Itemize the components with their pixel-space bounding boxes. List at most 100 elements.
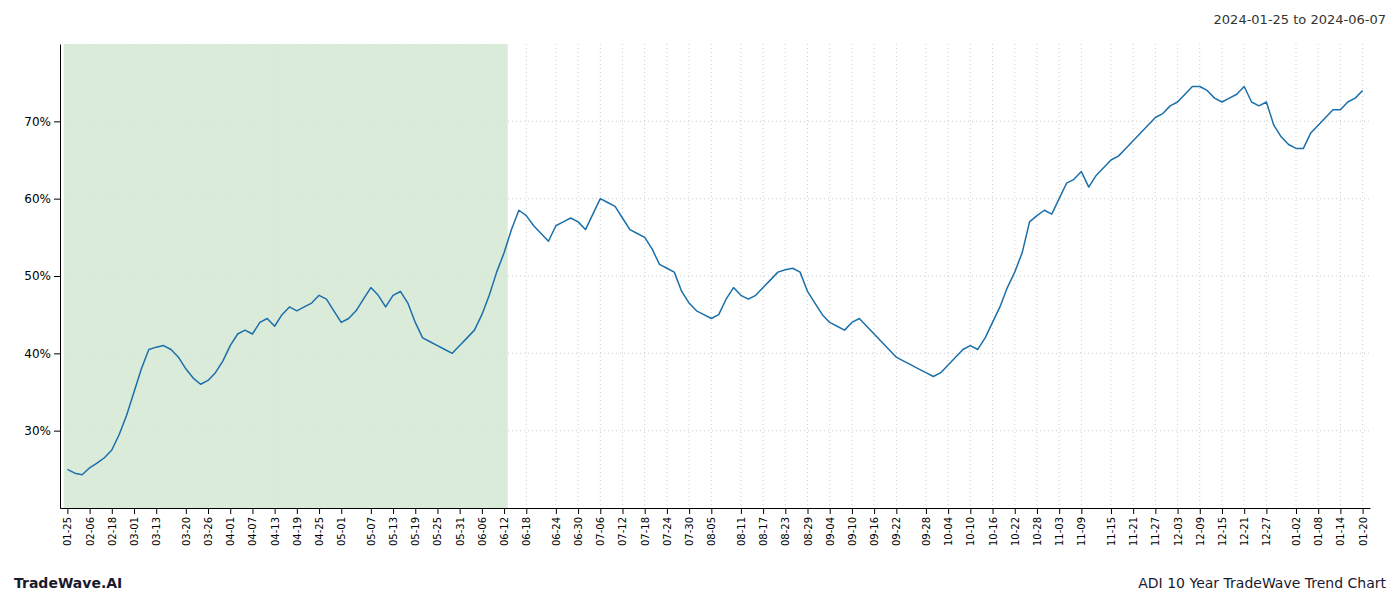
x-tick-label: 05-31 — [455, 517, 466, 546]
x-tick-label: 07-24 — [662, 517, 673, 546]
x-tick-mark — [622, 508, 623, 514]
x-tick-label: 05-19 — [410, 517, 421, 546]
marks — [64, 44, 1363, 508]
x-tick-mark — [1155, 508, 1156, 514]
x-tick: 03-13 — [151, 508, 162, 546]
x-tick: 11-21 — [1128, 508, 1139, 546]
grid-line-x — [622, 44, 623, 508]
x-tick-label: 05-01 — [336, 517, 347, 546]
x-tick: 01-02 — [1291, 508, 1302, 546]
y-tick-label: 60% — [24, 192, 51, 206]
x-tick-label: 02-06 — [85, 517, 96, 546]
x-tick-mark — [926, 508, 927, 514]
x-tick: 08-29 — [803, 508, 814, 546]
y-axis: 30%40%50%60%70% — [24, 45, 60, 509]
chart-container: 01-2502-0602-1803-0103-1303-2003-2604-01… — [0, 0, 1400, 600]
x-tick: 01-25 — [62, 508, 73, 546]
x-tick-label: 09-16 — [869, 517, 880, 546]
x-tick-mark — [415, 508, 416, 514]
x-tick-mark — [808, 508, 809, 514]
y-tick: 50% — [24, 269, 60, 283]
y-tick: 30% — [24, 424, 60, 438]
x-tick-mark — [600, 508, 601, 514]
x-tick-label: 06-06 — [477, 517, 488, 546]
x-tick-label: 04-07 — [247, 517, 258, 546]
x-tick: 12-15 — [1217, 508, 1228, 546]
x-tick-label: 07-30 — [684, 517, 695, 546]
x-tick-label: 08-05 — [706, 517, 717, 546]
x-tick-mark — [252, 508, 253, 514]
x-tick: 09-10 — [847, 508, 858, 546]
x-tick-label: 12-15 — [1217, 517, 1228, 546]
x-tick-label: 11-03 — [1054, 517, 1065, 546]
x-tick: 08-05 — [706, 508, 717, 546]
annotation: TradeWave.AI — [14, 575, 122, 591]
grid-line-x — [666, 44, 667, 508]
x-tick: 12-27 — [1261, 508, 1272, 546]
x-tick: 04-07 — [247, 508, 258, 546]
x-tick: 01-20 — [1358, 508, 1369, 546]
x-tick-label: 11-15 — [1106, 517, 1117, 546]
x-tick: 10-04 — [943, 508, 954, 546]
x-tick: 09-04 — [825, 508, 836, 546]
grid-line-x — [1059, 44, 1060, 508]
x-tick-mark — [504, 508, 505, 514]
grid-line-x — [1014, 44, 1015, 508]
y-tick-mark — [54, 353, 60, 354]
grid-line-x — [644, 44, 645, 508]
grid-line-x — [851, 44, 852, 508]
x-tick: 04-13 — [270, 508, 281, 546]
x-tick-mark — [689, 508, 690, 514]
grid-line-x — [925, 44, 926, 508]
x-tick-label: 02-18 — [107, 517, 118, 546]
x-tick: 06-18 — [521, 508, 532, 546]
grid-line-x — [896, 44, 897, 508]
grid-line-x — [829, 44, 830, 508]
x-tick-label: 12-27 — [1261, 517, 1272, 546]
y-tick-label: 30% — [24, 424, 51, 438]
x-tick-label: 11-21 — [1128, 517, 1139, 546]
y-tick-mark — [54, 276, 60, 277]
grid-line-x — [740, 44, 741, 508]
x-tick-mark — [1266, 508, 1267, 514]
x-tick-label: 07-06 — [595, 517, 606, 546]
x-tick: 01-08 — [1313, 508, 1324, 546]
x-tick-mark — [1244, 508, 1245, 514]
x-tick-label: 08-23 — [780, 517, 791, 546]
x-tick: 05-31 — [455, 508, 466, 546]
grid-line-x — [1110, 44, 1111, 508]
x-tick-label: 01-14 — [1335, 517, 1346, 546]
x-tick-mark — [785, 508, 786, 514]
x-axis: 01-2502-0602-1803-0103-1303-2003-2604-01… — [61, 508, 1371, 546]
grid-line-x — [1155, 44, 1156, 508]
x-tick-label: 10-10 — [965, 517, 976, 546]
x-tick: 07-12 — [617, 508, 628, 546]
grid-line-x — [1177, 44, 1178, 508]
x-tick: 03-26 — [203, 508, 214, 546]
x-tick: 03-01 — [129, 508, 140, 546]
y-tick: 70% — [24, 115, 60, 129]
x-tick: 10-10 — [965, 508, 976, 546]
y-axis-line — [60, 45, 61, 509]
x-tick: 03-20 — [181, 508, 192, 546]
x-tick-mark — [208, 508, 209, 514]
y-tick-label: 50% — [24, 269, 51, 283]
x-tick-mark — [1222, 508, 1223, 514]
x-tick-label: 06-12 — [499, 517, 510, 546]
x-tick-label: 10-04 — [943, 517, 954, 546]
x-tick-mark — [1178, 508, 1179, 514]
grid-line-x — [1295, 44, 1296, 508]
x-tick-mark — [393, 508, 394, 514]
x-tick-mark — [556, 508, 557, 514]
x-tick-label: 10-22 — [1010, 517, 1021, 546]
plot-area: 01-2502-0602-1803-0103-1303-2003-2604-01… — [24, 44, 1370, 546]
x-tick-mark — [970, 508, 971, 514]
x-tick-mark — [297, 508, 298, 514]
data-line — [67, 87, 1362, 475]
highlight-region — [64, 44, 508, 508]
x-tick-mark — [830, 508, 831, 514]
x-tick: 08-23 — [780, 508, 791, 546]
x-tick-label: 01-02 — [1291, 517, 1302, 546]
grid-line-x — [992, 44, 993, 508]
x-tick-label: 03-01 — [129, 517, 140, 546]
